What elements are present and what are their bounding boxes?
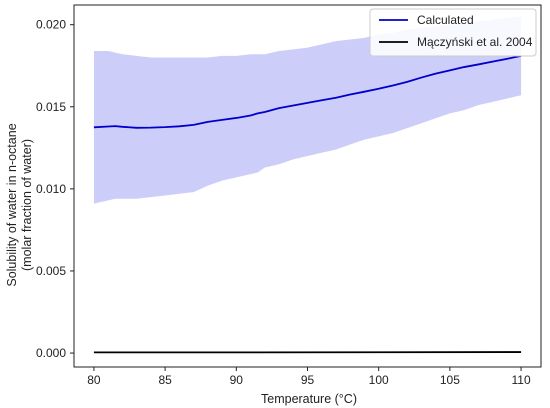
x-tick-label: 80 (87, 373, 101, 387)
y-tick-label: 0.010 (36, 182, 66, 196)
legend-box (369, 8, 537, 57)
calculated-uncertainty-band (93, 16, 522, 204)
y-axis: 0.000 0.005 0.010 0.015 0.020 (36, 18, 74, 360)
x-axis-label: Temperature (°C) (261, 392, 357, 406)
y-tick-label: 0.015 (36, 100, 66, 114)
y-tick-label: 0.005 (36, 264, 66, 278)
legend-maczynski-label: Mączyński et al. 2004 (417, 35, 533, 49)
y-axis-label-line-1: Solubility of water in n-octane (5, 123, 19, 286)
legend: Calculated Mączyński et al. 2004 (369, 8, 537, 57)
x-tick-label: 110 (511, 373, 530, 387)
x-tick-label: 85 (158, 373, 172, 387)
y-axis-label: Solubility of water in n-octane (molar f… (5, 123, 34, 286)
x-tick-label: 90 (230, 373, 244, 387)
x-axis: 80 85 90 95 100 105 110 (87, 367, 531, 387)
x-tick-label: 100 (369, 373, 389, 387)
y-axis-label-line-2: (molar fraction of water) (20, 139, 34, 271)
x-tick-label: 95 (301, 373, 315, 387)
legend-calculated-label: Calculated (417, 13, 474, 27)
y-tick-label: 0.000 (36, 346, 66, 360)
calculated-line (93, 55, 522, 129)
y-tick-label: 0.020 (36, 18, 66, 32)
plot-area (93, 16, 522, 354)
x-tick-label: 105 (440, 373, 460, 387)
